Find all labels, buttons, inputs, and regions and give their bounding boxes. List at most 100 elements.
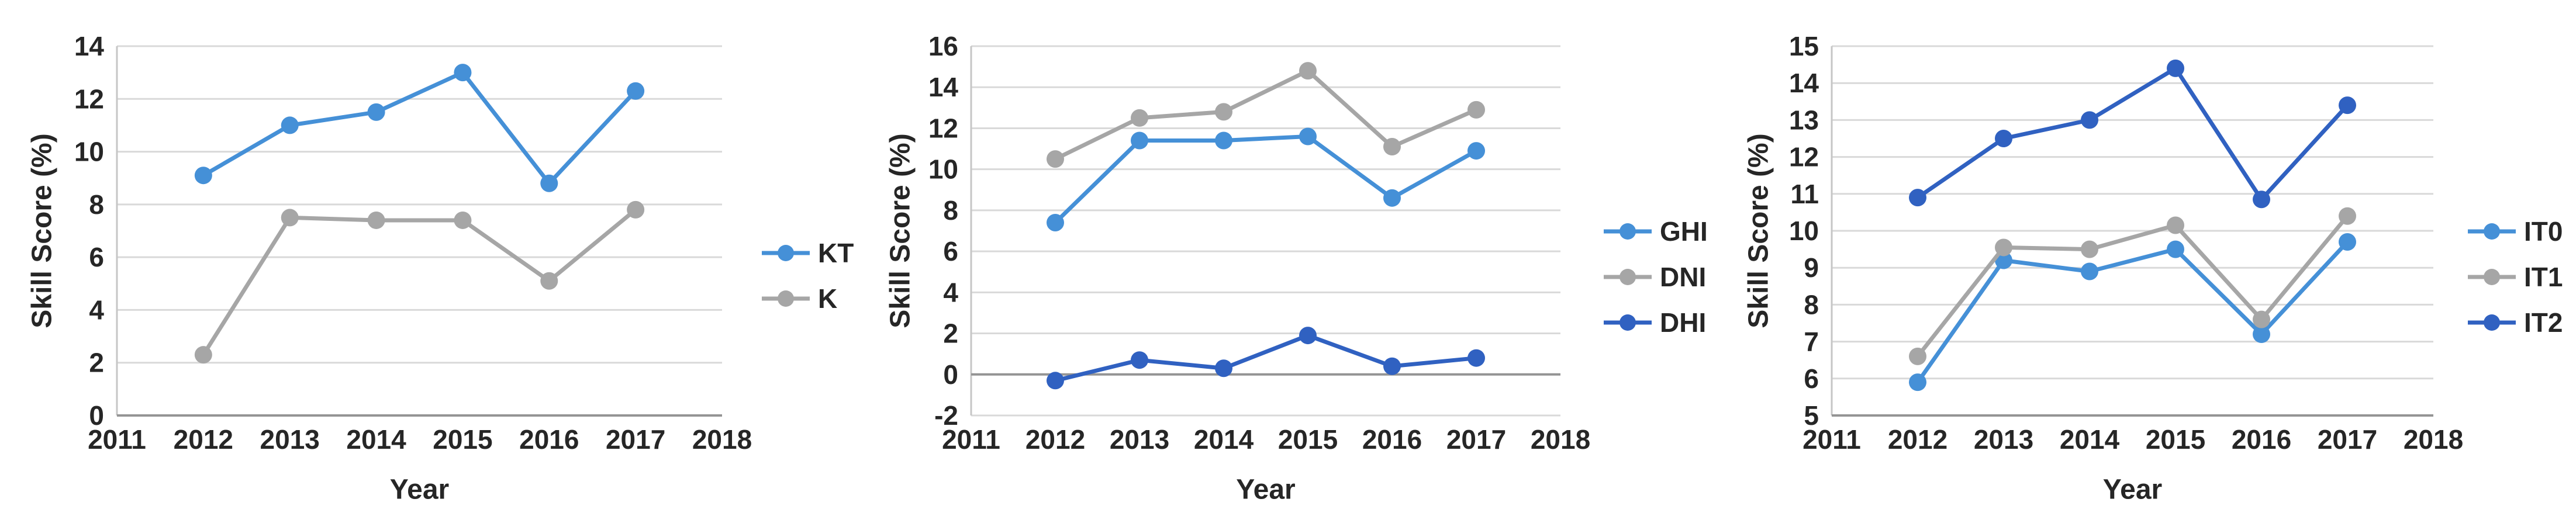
y-tick-label: 4 xyxy=(943,277,958,307)
data-point-marker-DNI-2015 xyxy=(1299,62,1317,80)
legend-label-DHI: DHI xyxy=(1660,307,1706,338)
x-axis-tick-labels: 2011 2012 2013 2014 2015 2016 2017 2018 xyxy=(942,424,1590,455)
y-tick-label: 4 xyxy=(89,295,104,325)
data-point-marker-IT1-2013 xyxy=(1995,238,2012,257)
y-tick-label: 15 xyxy=(1789,31,1819,61)
y-axis-tick-labels: 5 6 7 8 9 10 11 12 13 14 15 xyxy=(1789,31,1819,431)
x-tick-label: 2013 xyxy=(1974,424,2033,455)
y-tick-label: -2 xyxy=(934,400,958,431)
x-tick-label: 2016 xyxy=(519,424,579,455)
x-tick-label: 2013 xyxy=(260,424,320,455)
x-axis-title: Year xyxy=(1236,474,1295,505)
data-point-marker-DHI-2014 xyxy=(1215,359,1232,377)
data-point-marker-IT0-2014 xyxy=(2081,262,2098,280)
data-point-marker-IT1-2014 xyxy=(2081,240,2098,258)
legend-item-IT1: IT1 xyxy=(2468,262,2563,292)
series-line-K xyxy=(201,207,638,357)
data-point-marker-IT0-2017 xyxy=(2339,233,2356,251)
legend-item-GHI: GHI xyxy=(1604,216,1708,247)
y-tick-label: 5 xyxy=(1804,400,1819,431)
legend-label-GHI: GHI xyxy=(1660,216,1708,247)
data-point-marker-GHI-2017 xyxy=(1467,142,1485,160)
y-axis-tick-labels: 0 2 4 6 8 10 12 14 xyxy=(74,31,105,431)
legend-label-DNI: DNI xyxy=(1660,262,1706,292)
y-tick-label: 12 xyxy=(74,84,104,114)
x-tick-label: 2014 xyxy=(1194,424,1254,455)
data-point-marker-IT2-2013 xyxy=(1995,130,2012,147)
gridlines xyxy=(117,45,722,417)
x-tick-label: 2015 xyxy=(433,424,492,455)
x-tick-label: 2015 xyxy=(1278,424,1338,455)
legend-item-K: K xyxy=(762,283,837,314)
data-point-marker-IT1-2015 xyxy=(2167,216,2184,234)
data-point-marker-DNI-2017 xyxy=(1467,101,1485,119)
legend-marker-dot xyxy=(1620,314,1636,331)
legend-label-K: K xyxy=(818,283,837,314)
data-point-marker-IT2-2015 xyxy=(2167,59,2184,77)
legend-label-IT1: IT1 xyxy=(2524,262,2563,292)
data-point-marker-GHI-2016 xyxy=(1383,189,1401,207)
legend: IT0 IT1 IT2 xyxy=(2468,216,2563,338)
data-point-marker-IT1-2017 xyxy=(2339,207,2356,225)
data-point-marker-K-2013 xyxy=(281,209,299,227)
x-tick-label: 2014 xyxy=(346,424,406,455)
data-point-marker-IT0-2012 xyxy=(1909,373,1926,392)
data-point-marker-IT1-2016 xyxy=(2253,310,2270,328)
series-line-KT xyxy=(201,70,638,186)
y-tick-label: 0 xyxy=(89,400,104,431)
y-tick-label: 0 xyxy=(943,359,958,390)
legend: KT K xyxy=(762,238,854,314)
legend-marker-dot xyxy=(778,290,794,307)
legend-item-DNI: DNI xyxy=(1604,262,1706,292)
x-tick-label: 2011 xyxy=(1802,424,1861,455)
data-point-marker-IT1-2012 xyxy=(1909,347,1926,365)
data-point-marker-GHI-2015 xyxy=(1299,127,1317,146)
y-tick-label: 14 xyxy=(1789,68,1819,98)
x-tick-label: 2015 xyxy=(2146,424,2205,455)
data-point-marker-DNI-2013 xyxy=(1131,109,1148,127)
data-point-marker-K-2017 xyxy=(627,200,645,219)
data-point-marker-GHI-2013 xyxy=(1131,131,1148,150)
x-tick-label: 2012 xyxy=(1025,424,1085,455)
y-axis-title: Skill Score (%) xyxy=(1743,133,1774,328)
y-tick-label: 2 xyxy=(89,348,104,378)
series-DHI xyxy=(1047,327,1485,390)
data-point-marker-DHI-2016 xyxy=(1383,357,1401,375)
y-tick-label: 9 xyxy=(1804,252,1819,283)
y-axis-tick-labels: -2 0 2 4 6 8 10 12 14 16 xyxy=(928,31,959,431)
y-tick-label: 14 xyxy=(74,31,105,61)
x-tick-label: 2017 xyxy=(606,424,665,455)
legend-item-KT: KT xyxy=(762,238,854,268)
legend-marker-dot xyxy=(1620,223,1636,240)
series-line-DNI xyxy=(1053,68,1479,161)
data-point-marker-DHI-2012 xyxy=(1047,372,1064,390)
legend-item-DHI: DHI xyxy=(1604,307,1706,338)
x-tick-label: 2011 xyxy=(942,424,1000,455)
x-tick-label: 2012 xyxy=(1888,424,1947,455)
y-tick-label: 14 xyxy=(928,72,959,102)
data-point-marker-KT-2012 xyxy=(194,167,212,185)
y-axis-title: Skill Score (%) xyxy=(27,133,58,328)
legend-label-IT0: IT0 xyxy=(2524,216,2563,247)
series-IT2 xyxy=(1909,59,2356,209)
x-axis-tick-labels: 2011 2012 2013 2014 2015 2016 2017 2018 xyxy=(1802,424,2463,455)
x-tick-label: 2018 xyxy=(692,424,752,455)
y-tick-label: 10 xyxy=(74,137,104,167)
legend: GHI DNI DHI xyxy=(1604,216,1708,338)
legend-marker-dot xyxy=(2484,269,2500,285)
series-IT1 xyxy=(1909,207,2356,365)
y-tick-label: 16 xyxy=(928,31,958,61)
x-tick-label: 2018 xyxy=(2404,424,2463,455)
series-line-IT1 xyxy=(1915,214,2350,359)
y-axis-title: Skill Score (%) xyxy=(885,133,916,328)
data-point-marker-IT2-2012 xyxy=(1909,189,1926,207)
series-GHI xyxy=(1047,127,1485,231)
legend-marker-dot xyxy=(778,245,794,261)
x-tick-label: 2018 xyxy=(1531,424,1590,455)
legend-marker-dot xyxy=(2484,314,2500,331)
series-IT0 xyxy=(1909,233,2356,392)
